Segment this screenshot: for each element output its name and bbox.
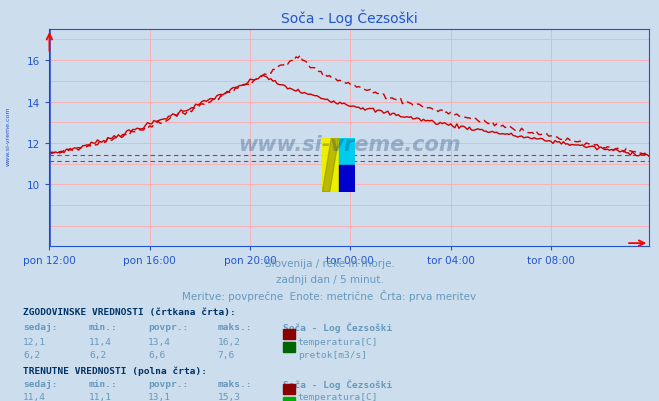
Title: Soča - Log Čezsoški: Soča - Log Čezsoški (281, 10, 418, 26)
Text: zadnji dan / 5 minut.: zadnji dan / 5 minut. (275, 274, 384, 284)
Text: maks.:: maks.: (217, 379, 252, 388)
Text: www.si-vreme.com: www.si-vreme.com (238, 135, 461, 155)
Text: temperatura[C]: temperatura[C] (298, 337, 378, 346)
Text: sedaj:: sedaj: (23, 322, 57, 331)
Text: min.:: min.: (89, 379, 118, 388)
Text: 16,2: 16,2 (217, 337, 241, 346)
Text: 11,1: 11,1 (89, 392, 112, 401)
Text: TRENUTNE VREDNOSTI (polna črta):: TRENUTNE VREDNOSTI (polna črta): (23, 366, 207, 375)
Text: povpr.:: povpr.: (148, 379, 188, 388)
Text: pretok[m3/s]: pretok[m3/s] (298, 350, 367, 359)
Text: 7,6: 7,6 (217, 350, 235, 359)
Text: Slovenija / reke in morje.: Slovenija / reke in morje. (264, 259, 395, 269)
Text: povpr.:: povpr.: (148, 322, 188, 331)
Text: 11,4: 11,4 (23, 392, 46, 401)
Text: Soča - Log Čezsoški: Soča - Log Čezsoški (283, 322, 393, 332)
Text: 12,1: 12,1 (23, 337, 46, 346)
Text: 11,4: 11,4 (89, 337, 112, 346)
Text: www.si-vreme.com: www.si-vreme.com (5, 107, 11, 166)
Text: maks.:: maks.: (217, 322, 252, 331)
Text: 13,4: 13,4 (148, 337, 171, 346)
Text: Meritve: povprečne  Enote: metrične  Črta: prva meritev: Meritve: povprečne Enote: metrične Črta:… (183, 289, 476, 301)
Text: ZGODOVINSKE VREDNOSTI (črtkana črta):: ZGODOVINSKE VREDNOSTI (črtkana črta): (23, 307, 236, 316)
Text: 15,3: 15,3 (217, 392, 241, 401)
Text: 13,1: 13,1 (148, 392, 171, 401)
Text: 6,6: 6,6 (148, 350, 165, 359)
Text: 6,2: 6,2 (89, 350, 106, 359)
Text: Soča - Log Čezsoški: Soča - Log Čezsoški (283, 379, 393, 389)
Text: sedaj:: sedaj: (23, 379, 57, 388)
Text: min.:: min.: (89, 322, 118, 331)
Text: 6,2: 6,2 (23, 350, 40, 359)
Text: temperatura[C]: temperatura[C] (298, 392, 378, 401)
